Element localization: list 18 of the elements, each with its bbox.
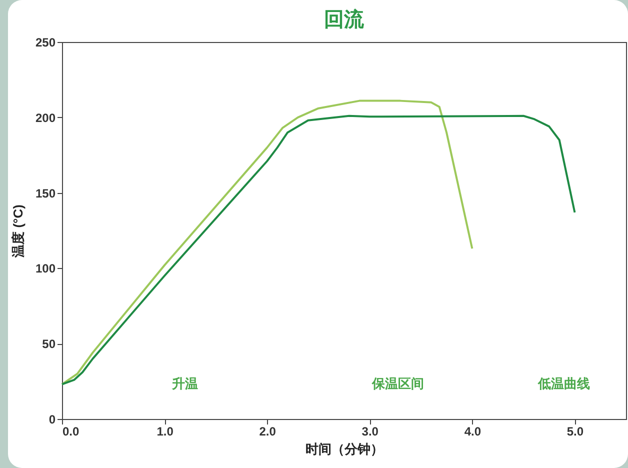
x-tick-label: 5.0 (566, 424, 584, 438)
y-tick-label: 200 (35, 110, 56, 125)
x-tick-label: 1.0 (156, 424, 174, 438)
y-tick-label: 250 (35, 36, 56, 50)
annotation: 保温区间 (371, 376, 424, 391)
x-tick-label: 3.0 (362, 424, 379, 438)
y-tick-label: 0 (48, 412, 56, 426)
x-tick-label: 2.0 (259, 424, 276, 438)
annotation: 低温曲线 (536, 376, 590, 391)
chart-title: 回流 (324, 8, 365, 31)
x-axis-title: 时间（分钟） (306, 442, 384, 456)
x-tick-label: 4.0 (464, 424, 482, 438)
x-tick-label: 0.0 (62, 424, 80, 438)
y-tick-label: 50 (42, 337, 56, 352)
y-tick-label: 100 (35, 262, 56, 276)
annotation: 升温 (170, 376, 198, 391)
y-tick-label: 150 (35, 186, 56, 200)
y-axis-title: 温度 (°C) (10, 204, 26, 258)
